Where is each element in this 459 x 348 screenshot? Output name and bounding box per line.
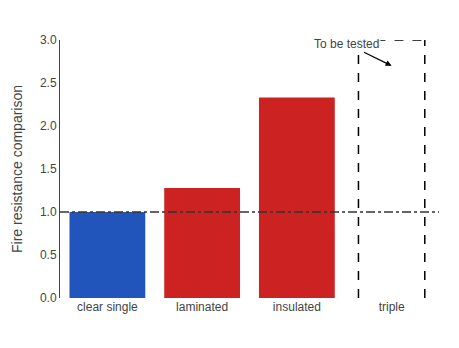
- svg-text:2.0: 2.0: [40, 119, 57, 133]
- svg-text:laminated: laminated: [176, 300, 228, 314]
- svg-text:clear single: clear single: [77, 300, 138, 314]
- svg-text:3.0: 3.0: [40, 33, 57, 47]
- svg-text:To be tested: To be tested: [314, 37, 379, 51]
- svg-text:1.0: 1.0: [40, 205, 57, 219]
- svg-text:2.5: 2.5: [40, 76, 57, 90]
- svg-text:0.5: 0.5: [40, 248, 57, 262]
- svg-text:triple: triple: [379, 300, 405, 314]
- svg-text:1.5: 1.5: [40, 162, 57, 176]
- svg-text:0.0: 0.0: [40, 291, 57, 305]
- svg-text:insulated: insulated: [273, 300, 321, 314]
- svg-text:Fire resistance comparison: Fire resistance comparison: [9, 85, 25, 253]
